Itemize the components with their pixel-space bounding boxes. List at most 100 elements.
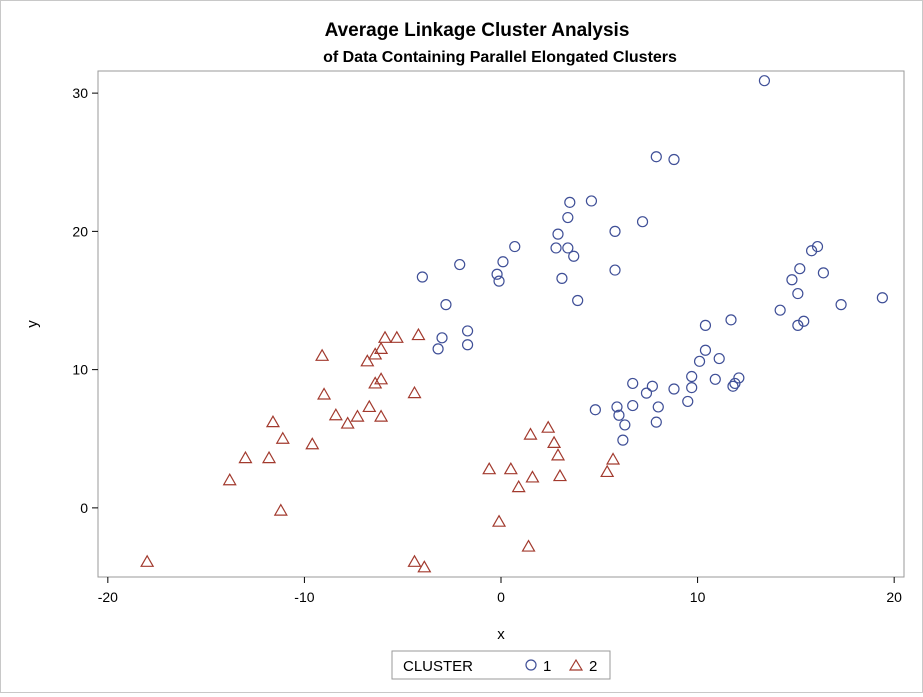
cluster-2-point — [374, 409, 389, 422]
y-tick-label: 10 — [72, 362, 88, 378]
cluster-2-point — [238, 450, 253, 464]
cluster-1-point — [509, 240, 521, 253]
y-axis: 0 10 20 30 — [72, 85, 98, 516]
chart-subtitle: of Data Containing Parallel Elongated Cl… — [323, 49, 677, 66]
cluster-1-point — [668, 383, 680, 395]
cluster-2-point — [606, 452, 621, 465]
cluster-2-point — [222, 473, 237, 486]
cluster-1-point — [436, 332, 448, 344]
x-axis: -20 -10 0 10 20 — [98, 577, 902, 605]
plot-area — [97, 70, 905, 578]
cluster-2-point — [374, 341, 389, 354]
cluster-2-point — [275, 431, 290, 444]
cluster-1-point — [686, 370, 698, 383]
cluster-1-point — [627, 377, 639, 390]
cluster-1-point — [729, 377, 741, 390]
cluster-2-point — [315, 348, 330, 361]
cluster-1-point — [461, 339, 474, 351]
cluster-1-point — [774, 304, 786, 316]
cluster-1-point — [461, 325, 474, 337]
cluster-1-point — [713, 352, 725, 365]
cluster-2-point — [411, 327, 426, 341]
cluster-2-point — [525, 470, 540, 483]
cluster-2-point — [328, 408, 343, 421]
x-axis-label: x — [497, 626, 505, 643]
cluster-2-point — [407, 554, 422, 567]
cluster-2-point — [552, 468, 568, 482]
cluster-1-point — [572, 294, 584, 307]
x-tick-label: -10 — [294, 589, 314, 605]
cluster-1-point — [640, 387, 653, 399]
cluster-1-point — [562, 211, 574, 224]
chart-title: Average Linkage Cluster Analysis — [325, 20, 630, 41]
cluster-2-point — [600, 464, 615, 478]
cluster-2-point — [305, 437, 320, 450]
cluster-1-point — [646, 380, 658, 392]
x-tick-label: -20 — [98, 589, 118, 605]
cluster-1-point — [682, 395, 694, 408]
cluster-1-point — [758, 75, 771, 87]
cluster-1-point — [709, 373, 721, 385]
cluster-2-point — [417, 560, 432, 573]
cluster-2-point — [350, 409, 365, 422]
cluster-1-point — [613, 409, 625, 421]
cluster-1-point — [650, 416, 662, 428]
cluster-2-point — [377, 330, 393, 343]
cluster-1-point — [491, 268, 503, 280]
cluster-1-point — [725, 314, 737, 326]
cluster-1-point — [568, 250, 580, 262]
cluster-1-point — [440, 299, 452, 311]
cluster-1-point — [454, 258, 466, 271]
cluster-1-point — [876, 292, 888, 304]
cluster-1-point — [652, 401, 664, 413]
cluster-1-point — [609, 264, 621, 276]
cluster-1-point — [609, 225, 621, 237]
legend-label-cluster-2: 2 — [589, 658, 597, 675]
cluster-2-point — [360, 354, 375, 367]
cluster-1-point — [686, 381, 698, 394]
y-tick-label: 0 — [80, 500, 88, 516]
cluster-1-point — [562, 242, 574, 254]
legend-label-cluster-1: 1 — [543, 658, 551, 675]
cluster-2-point — [547, 435, 562, 448]
cluster-2-point — [368, 376, 383, 389]
cluster-1-point — [786, 274, 798, 286]
cluster-2-point — [340, 416, 355, 429]
legend: CLUSTER 1 2 — [391, 650, 611, 680]
x-tick-label: 10 — [690, 589, 706, 605]
cluster-1-point — [794, 263, 806, 275]
cluster-1-point — [727, 380, 739, 392]
cluster-1-point — [650, 151, 662, 163]
cluster-2-point — [374, 372, 389, 385]
y-tick-label: 30 — [72, 85, 88, 101]
cluster-2-point — [389, 330, 404, 343]
cluster-1-point — [432, 343, 444, 355]
cluster-2-point — [523, 427, 538, 440]
cluster-2-point — [492, 514, 507, 527]
cluster-1-point — [792, 287, 804, 300]
cluster-2-point — [482, 461, 497, 475]
legend-title: CLUSTER — [403, 658, 473, 675]
cluster-2-point — [140, 554, 155, 567]
data-points — [140, 75, 888, 573]
cluster-1-point — [668, 153, 680, 166]
cluster-1-point — [550, 242, 562, 254]
cluster-1-point — [699, 344, 712, 356]
cluster-2-point — [503, 461, 518, 475]
x-tick-label: 0 — [497, 589, 505, 605]
cluster-1-point — [798, 315, 810, 327]
cluster-2-point — [550, 448, 566, 461]
cluster-1-point — [733, 372, 745, 384]
cluster-1-point — [589, 404, 601, 416]
cluster-1-point — [617, 434, 629, 446]
cluster-1-point — [556, 272, 568, 284]
legend-marker-triangle — [568, 658, 584, 671]
cluster-1-point — [619, 419, 631, 431]
cluster-1-point — [699, 319, 712, 331]
cluster-1-point — [835, 299, 847, 311]
cluster-2-point — [521, 539, 536, 552]
cluster-1-point — [493, 275, 505, 287]
cluster-1-point — [693, 355, 706, 367]
